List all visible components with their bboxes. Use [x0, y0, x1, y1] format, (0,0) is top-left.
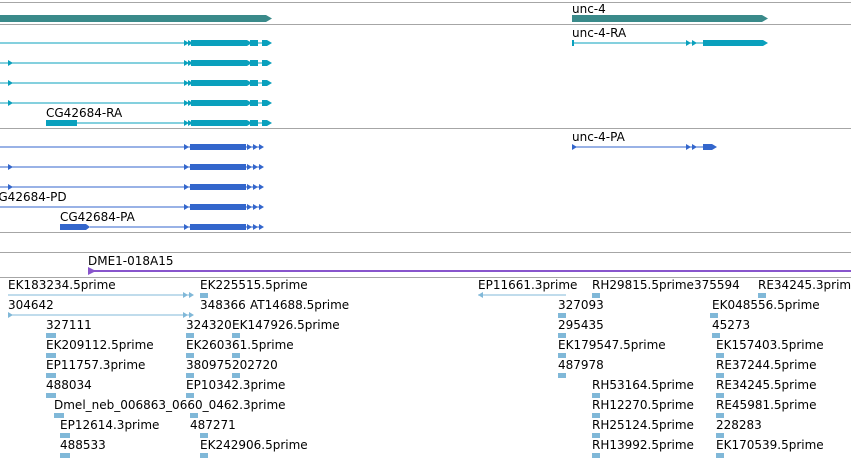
est-label: 348366	[200, 298, 246, 312]
transcript-row-4[interactable]	[0, 100, 272, 106]
transcript-track-divider	[0, 128, 851, 129]
est-label: 487271	[190, 418, 236, 432]
gene-track-top-border	[0, 2, 851, 3]
est-label: RH12270.5prime	[592, 398, 694, 412]
transcript-row-3[interactable]	[0, 80, 272, 86]
transcript-row-2[interactable]	[0, 60, 272, 66]
est-label: EK147926.5prime	[232, 318, 340, 332]
est-label: RH13992.5prime	[592, 438, 694, 452]
est-label: AT14688.5prime	[250, 298, 350, 312]
est-label: RH29815.5prime	[592, 278, 694, 292]
cds-cg42684-pa[interactable]	[60, 224, 264, 230]
transcript-row-1[interactable]	[0, 40, 272, 46]
est-label: EK225515.5prime	[200, 278, 308, 292]
est-label: 327093	[558, 298, 604, 312]
gene-track-divider	[0, 24, 851, 25]
est-label: 228283	[716, 418, 762, 432]
est-label: RE45981.5prime	[716, 398, 817, 412]
cds-row-4[interactable]	[0, 184, 264, 190]
est-label: EK170539.5prime	[716, 438, 824, 452]
cds-row-2[interactable]	[0, 144, 264, 150]
est-label: RH25124.5prime	[592, 418, 694, 432]
est-label: RH53164.5prime	[592, 378, 694, 392]
est-label: RE34245.3prime	[758, 278, 851, 292]
est-label: EK183234.5prime	[8, 278, 116, 292]
est-label: EK157403.5prime	[716, 338, 824, 352]
cds-unc-4-pa[interactable]	[572, 144, 717, 150]
est-label: 45273	[712, 318, 751, 332]
transcript-cg42684-ra[interactable]	[46, 120, 272, 126]
est-label: 488533	[60, 438, 106, 452]
est-label: 488034	[46, 378, 92, 392]
est-label: Dmel_neb_006863_0660_0462.3prime	[54, 398, 286, 412]
est-label: 375594	[694, 278, 740, 292]
cds-label-unc-4-pa: unc-4-PA	[572, 130, 625, 144]
est-label: EP11757.3prime	[46, 358, 146, 372]
est-marks	[8, 292, 766, 458]
est-label: EK242906.5prime	[200, 438, 308, 452]
est-label: EP10342.3prime	[186, 378, 286, 392]
est-label: EK209112.5prime	[46, 338, 154, 352]
gene-label-unc-4: unc-4	[572, 2, 606, 16]
est-label: 380975	[186, 358, 232, 372]
est-label: RE34245.5prime	[716, 378, 817, 392]
est-label: 487978	[558, 358, 604, 372]
clone-label-dme1-018a15: DME1-018A15	[88, 254, 174, 268]
clone-track-bottom-divider	[0, 277, 851, 278]
transcript-label-cg42684-ra: CG42684-RA	[46, 106, 123, 120]
est-label: 324320	[186, 318, 232, 332]
est-label: EP12614.3prime	[60, 418, 160, 432]
cds-label-cg42684-pd: CG42684-PD	[0, 190, 67, 204]
est-label: EP11661.3prime	[478, 278, 578, 292]
est-label: EK179547.5prime	[558, 338, 666, 352]
clone-dme1-018a15[interactable]	[88, 267, 851, 275]
gene-feature-left[interactable]	[0, 15, 272, 22]
est-label: 327111	[46, 318, 92, 332]
cds-row-3[interactable]	[0, 164, 264, 170]
gene-feature-unc-4[interactable]	[572, 15, 768, 22]
clone-track-divider	[0, 252, 851, 253]
est-label: 202720	[232, 358, 278, 372]
est-label: EK260361.5prime	[186, 338, 294, 352]
cds-track-divider	[0, 232, 851, 233]
transcript-unc-4-ra[interactable]	[572, 40, 768, 46]
transcript-label-unc-4-ra: unc-4-RA	[572, 26, 627, 40]
cds-label-cg42684-pa: CG42684-PA	[60, 210, 135, 224]
est-label: 295435	[558, 318, 604, 332]
est-label: EK048556.5prime	[712, 298, 820, 312]
est-label: 304642	[8, 298, 54, 312]
cds-cg42684-pd[interactable]	[0, 204, 264, 210]
est-label: RE37244.5prime	[716, 358, 817, 372]
